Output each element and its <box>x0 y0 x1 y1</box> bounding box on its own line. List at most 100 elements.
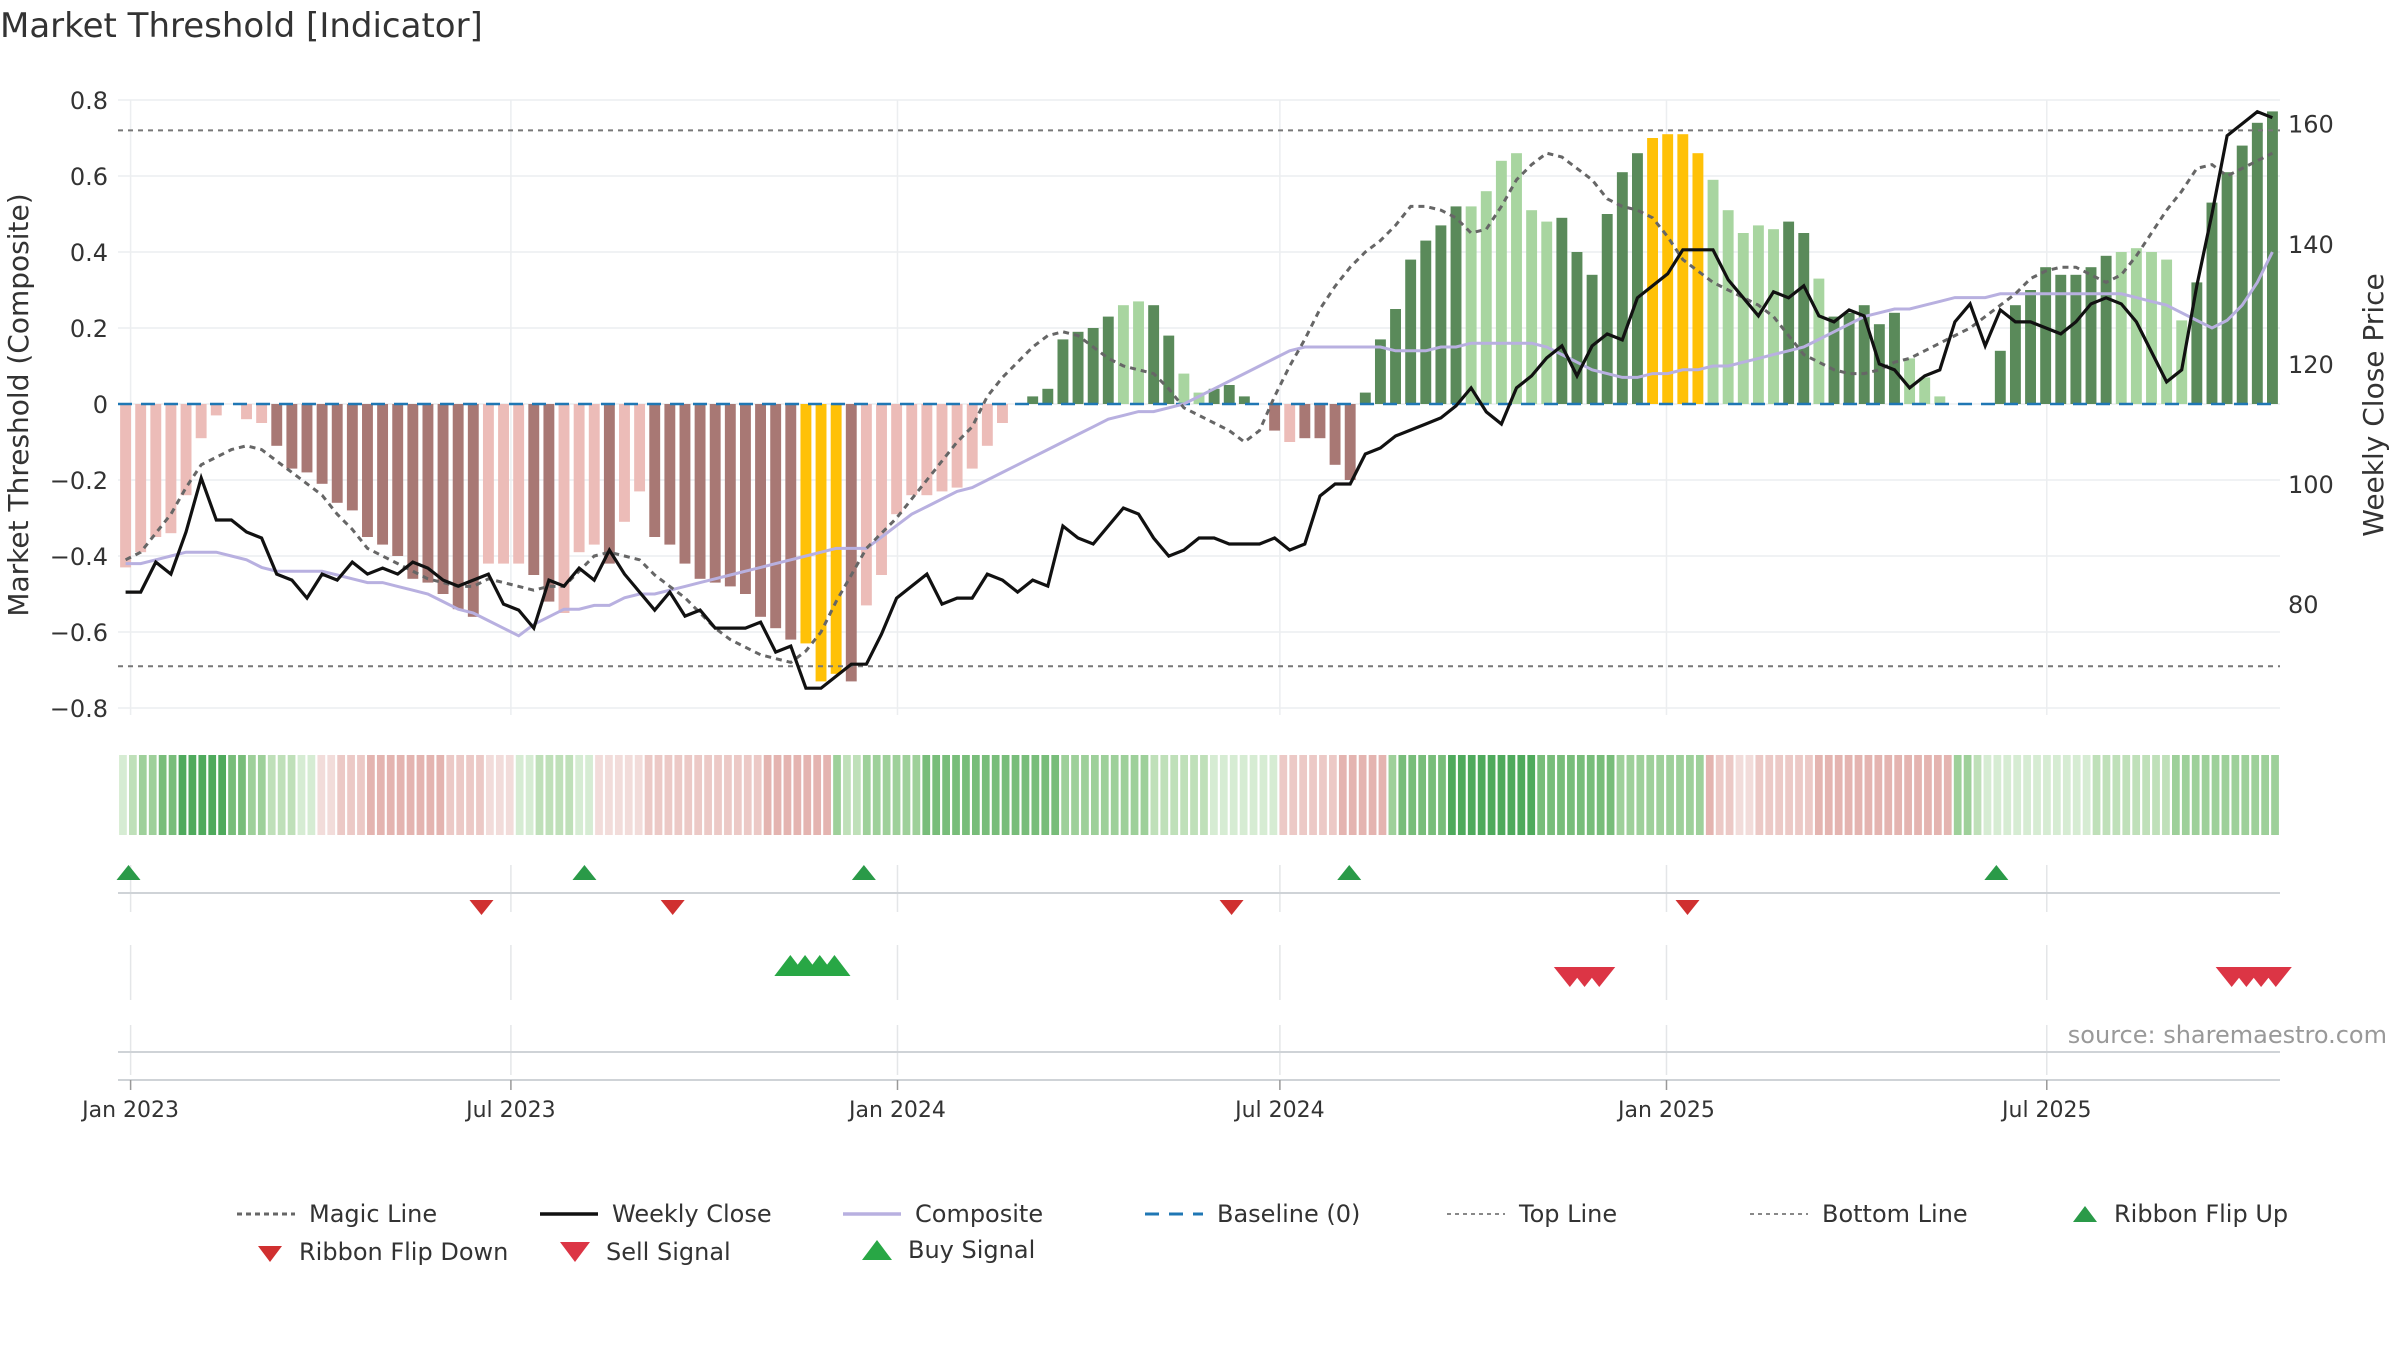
ribbon-cell <box>1031 755 1040 835</box>
threshold-bar <box>286 404 298 469</box>
ribbon-cell <box>1358 755 1367 835</box>
threshold-bar <box>1858 305 1870 404</box>
ribbon-cell <box>912 755 921 835</box>
ribbon-cell <box>1745 755 1754 835</box>
threshold-bar <box>482 404 494 564</box>
ribbon-cell <box>2271 755 2279 835</box>
ribbon-cell <box>1527 755 1536 835</box>
ribbon-cell <box>1130 755 1139 835</box>
ribbon-cell <box>119 755 127 835</box>
y-tick-label: 0.4 <box>70 239 108 267</box>
threshold-bar <box>362 404 373 537</box>
ribbon-cell <box>1457 755 1466 835</box>
ribbon-cell <box>1715 755 1724 835</box>
threshold-bar <box>1783 221 1795 404</box>
threshold-bar <box>1768 229 1779 404</box>
ribbon-cell <box>1398 755 1407 835</box>
threshold-bar <box>150 404 162 537</box>
ribbon-cell <box>753 755 762 835</box>
threshold-bar <box>2236 145 2248 404</box>
threshold-bar <box>1737 233 1749 404</box>
legend-buy-signal: Buy Signal <box>860 1236 1035 1264</box>
ribbon-cell <box>892 755 901 835</box>
ribbon-cell <box>1081 755 1089 835</box>
ribbon-cell <box>436 755 445 835</box>
ribbon-cell <box>1170 755 1179 835</box>
top-line-swatch <box>1447 1213 1505 1215</box>
threshold-bar <box>1450 206 1462 404</box>
x-tick-label: Jul 2025 <box>2000 1098 2092 1123</box>
ribbon-cell <box>2221 755 2230 835</box>
ribbon-cell <box>1309 755 1317 835</box>
ribbon-cell <box>367 755 375 835</box>
legend-label: Weekly Close <box>612 1200 772 1228</box>
weekly-close-swatch <box>540 1212 598 1216</box>
threshold-bar <box>1465 206 1477 404</box>
ribbon-cell <box>962 755 970 835</box>
threshold-bar <box>1042 388 1054 404</box>
ribbon-cell <box>1666 755 1674 835</box>
sell-signal-marker <box>2259 967 2292 987</box>
ribbon-cell <box>446 755 455 835</box>
threshold-bar <box>210 404 222 416</box>
legend-top-line: Top Line <box>1447 1200 1617 1228</box>
threshold-bar <box>981 404 993 446</box>
threshold-bar <box>921 404 933 496</box>
ribbon-cell <box>575 755 584 835</box>
ribbon-cell <box>1626 755 1635 835</box>
ribbon-cell <box>1676 755 1684 835</box>
y-tick-label: 0.8 <box>70 87 108 115</box>
trend-ribbon <box>119 755 2279 835</box>
threshold-bar <box>739 404 751 594</box>
threshold-bar <box>1390 309 1401 404</box>
legend-label: Bottom Line <box>1822 1200 1968 1228</box>
signal-panel <box>774 955 2292 987</box>
threshold-bar <box>1344 404 1356 480</box>
ribbon-cell <box>2241 755 2250 835</box>
ribbon-cell <box>793 755 802 835</box>
ribbon-cell <box>2003 755 2012 835</box>
legend-label: Sell Signal <box>606 1238 731 1266</box>
threshold-bar <box>1616 172 1628 404</box>
threshold-bar <box>1556 217 1568 404</box>
ribbon-cell <box>1368 755 1377 835</box>
threshold-bar <box>1374 339 1386 404</box>
ribbon-cell <box>971 755 980 835</box>
y-axis-label: Market Threshold (Composite) <box>2 193 35 616</box>
threshold-bar <box>1178 373 1190 404</box>
threshold-bar <box>830 404 842 674</box>
threshold-bar <box>407 404 419 579</box>
lower-panel: source: sharemaestro.com <box>118 1021 2387 1081</box>
ribbon-cell <box>1001 755 1010 835</box>
ribbon-cell <box>307 755 316 835</box>
legend-baseline: Baseline (0) <box>1145 1200 1360 1228</box>
ribbon-cell <box>1616 755 1625 835</box>
ribbon-cell <box>1785 755 1793 835</box>
ribbon-cell <box>2201 755 2210 835</box>
legend-weekly-close: Weekly Close <box>540 1200 772 1228</box>
ribbon-cell <box>674 755 683 835</box>
ribbon-cell <box>1636 755 1645 835</box>
ribbon-cell <box>833 755 841 835</box>
ribbon-cell <box>277 755 286 835</box>
magic-line-swatch <box>237 1212 295 1216</box>
threshold-bar <box>619 404 630 522</box>
ribbon-cell <box>1646 755 1655 835</box>
threshold-bar <box>1511 153 1522 404</box>
x-tick-label: Jul 2023 <box>464 1098 556 1123</box>
ribbon-cell <box>1487 755 1496 835</box>
threshold-bar <box>634 404 646 492</box>
threshold-bar <box>785 404 797 640</box>
ribbon-cell <box>148 755 157 835</box>
threshold-bar <box>135 404 147 553</box>
composite-swatch <box>843 1212 901 1216</box>
ribbon-cell <box>843 755 851 835</box>
ribbon-flip-down-swatch <box>258 1246 282 1262</box>
threshold-bar <box>1495 160 1507 404</box>
ribbon-cell <box>1110 755 1119 835</box>
ribbon-cell <box>1537 755 1546 835</box>
ribbon-cell <box>2033 755 2041 835</box>
ribbon-cell <box>1805 755 1813 835</box>
ribbon-cell <box>1120 755 1129 835</box>
ribbon-cell <box>1576 755 1585 835</box>
